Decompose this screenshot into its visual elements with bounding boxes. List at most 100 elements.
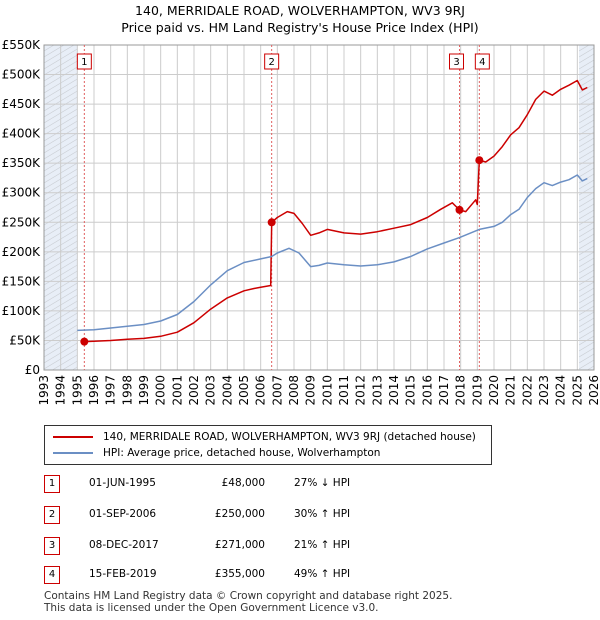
hatch-line: [579, 137, 594, 148]
hatch-line: [579, 215, 594, 226]
y-tick-label: £350K: [2, 156, 42, 170]
hatch-line: [579, 45, 580, 46]
hatch-line: [579, 299, 594, 310]
sale-label-box: [449, 53, 464, 70]
hatch-line: [579, 107, 594, 118]
hatch-line: [579, 179, 594, 190]
x-tick-label: 2013: [370, 375, 384, 406]
footer-copyright: Contains HM Land Registry data © Crown c…: [44, 590, 453, 602]
y-tick-label: £550K: [2, 38, 42, 52]
legend-hpi-swatch: [53, 452, 93, 454]
hatch-line: [579, 45, 590, 52]
transaction-hpi: 30% ↑ HPI: [294, 508, 351, 520]
hatch-line: [579, 71, 594, 82]
transaction-date: 08-DEC-2017: [89, 539, 159, 551]
transaction-row: 1 01-JUN-1995 £48,000 27% ↓ HPI: [44, 475, 444, 493]
transaction-row: 3 08-DEC-2017 £271,000 21% ↑ HPI: [44, 537, 444, 555]
x-tick-label: 1994: [54, 375, 68, 406]
x-tick-label: 2009: [304, 375, 318, 406]
transaction-date: 15-FEB-2019: [89, 568, 157, 580]
hatch-line: [579, 77, 594, 88]
hatch-line: [579, 275, 594, 286]
x-tick-label: 2003: [204, 375, 218, 406]
sale-point: [455, 205, 464, 214]
x-tick-label: 2004: [220, 375, 234, 406]
y-tick-label: £50K: [9, 333, 41, 347]
hatch-line: [579, 119, 594, 130]
sale-label: 3: [449, 53, 464, 70]
hatch-line: [579, 203, 594, 214]
hatch-line: [579, 251, 594, 262]
legend-hpi-label: HPI: Average price, detached house, Wolv…: [103, 447, 381, 459]
sale-label-box: [474, 53, 490, 70]
transaction-date: 01-JUN-1995: [89, 477, 156, 489]
sale-point: [475, 156, 484, 165]
hatch-line: [579, 209, 594, 220]
hatch-line: [579, 197, 594, 208]
y-tick-label: £0: [25, 363, 40, 377]
legend-property-swatch: [53, 436, 93, 438]
hatch-line: [579, 149, 594, 160]
hatch-line: [579, 143, 594, 154]
transaction-price: £250,000: [214, 508, 265, 520]
x-tick-label: 2018: [454, 375, 468, 406]
y-tick-label: £400K: [2, 127, 42, 141]
shaded-range: [579, 45, 594, 370]
hatch-line: [579, 221, 594, 232]
hatch-line: [579, 239, 594, 250]
x-tick-label: 2007: [270, 375, 284, 406]
legend-property-label: 140, MERRIDALE ROAD, WOLVERHAMPTON, WV3 …: [103, 431, 476, 443]
x-tick-label: 2008: [287, 375, 301, 406]
x-tick-label: 2011: [337, 375, 351, 406]
sale-label-box: [76, 53, 92, 70]
transaction-number: 1: [44, 475, 60, 493]
x-tick-label: 2010: [320, 375, 334, 406]
x-tick-label: 1997: [104, 375, 118, 406]
hatch-line: [579, 269, 594, 280]
x-tick-label: 2012: [354, 375, 368, 406]
plot-frame: [43, 44, 595, 371]
hatch-line: [586, 365, 594, 370]
hatch-line: [579, 95, 594, 106]
transaction-price: £355,000: [214, 568, 265, 580]
x-tick-label: 1999: [137, 375, 151, 406]
sale-label-text: 3: [453, 57, 459, 68]
x-tick-label: 2000: [154, 375, 168, 406]
x-tick-label: 2026: [587, 375, 600, 406]
transaction-hpi: 21% ↑ HPI: [294, 539, 351, 551]
x-tick-label: 2006: [254, 375, 268, 406]
sale-label: 1: [76, 53, 92, 70]
legend-property: 140, MERRIDALE ROAD, WOLVERHAMPTON, WV3 …: [53, 429, 476, 445]
hatch-line: [579, 191, 594, 202]
x-tick-label: 2015: [404, 375, 418, 406]
sale-point: [80, 337, 89, 346]
hatch-line: [579, 101, 594, 112]
sale-label-text: 1: [81, 57, 87, 68]
sale-label-box: [264, 53, 280, 70]
x-tick-label: 2001: [170, 375, 184, 406]
hatch-line: [579, 347, 594, 358]
sale-label: 4: [474, 53, 490, 70]
hatch-line: [579, 281, 594, 292]
hatch-line: [579, 227, 594, 238]
y-tick-label: £250K: [2, 215, 42, 229]
x-tick-label: 2014: [387, 375, 401, 406]
hatch-line: [579, 53, 594, 64]
hatch-line: [579, 323, 594, 334]
x-tick-label: 2020: [487, 375, 501, 406]
footer-licence: This data is licensed under the Open Gov…: [44, 602, 379, 614]
hatch-line: [579, 245, 594, 256]
hatch-line: [579, 257, 594, 268]
x-tick-label: 2002: [187, 375, 201, 406]
sale-label-text: 4: [479, 57, 485, 68]
legend-hpi: HPI: Average price, detached house, Wolv…: [53, 445, 380, 461]
hatch-line: [579, 65, 594, 76]
sale-point: [267, 218, 276, 227]
x-tick-label: 2024: [554, 375, 568, 406]
transaction-hpi: 27% ↓ HPI: [294, 477, 351, 489]
legend: 140, MERRIDALE ROAD, WOLVERHAMPTON, WV3 …: [44, 425, 492, 465]
y-tick-label: £300K: [2, 186, 42, 200]
transaction-hpi: 49% ↑ HPI: [294, 568, 351, 580]
y-tick-label: £450K: [2, 97, 42, 111]
x-tick-label: 2022: [520, 375, 534, 406]
